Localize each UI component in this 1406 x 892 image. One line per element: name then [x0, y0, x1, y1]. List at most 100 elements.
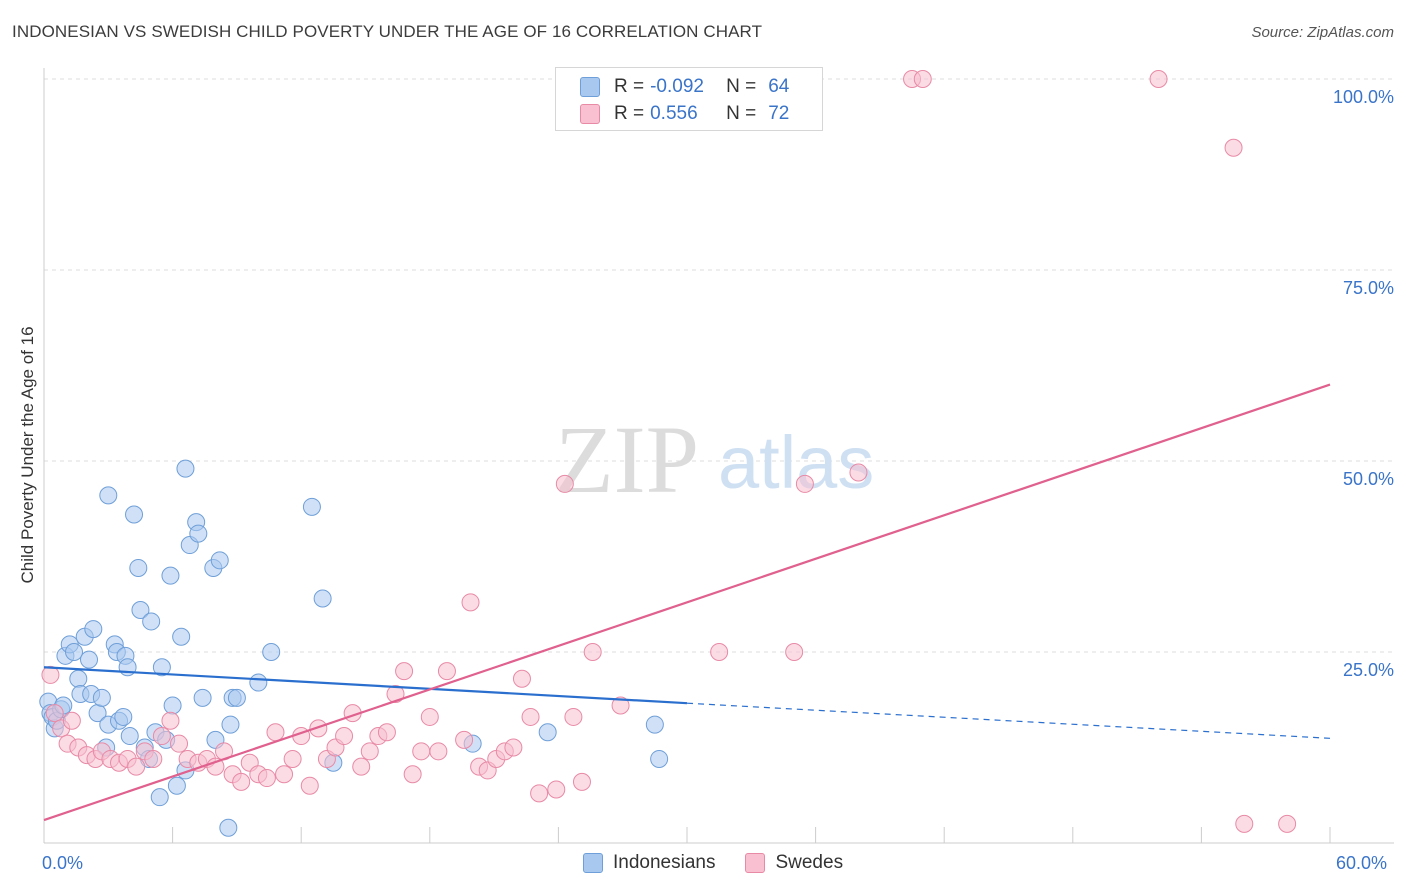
- data-point: [210, 551, 229, 570]
- data-point: [152, 658, 171, 677]
- data-point: [144, 749, 163, 768]
- data-point: [583, 643, 602, 661]
- data-point: [461, 593, 480, 612]
- data-point: [420, 707, 439, 726]
- data-point: [352, 757, 371, 776]
- legend-swatch-swedes: [580, 104, 600, 124]
- n-value-indonesians: 64: [768, 76, 790, 97]
- data-point: [99, 486, 118, 505]
- data-point: [403, 765, 422, 784]
- data-point: [300, 776, 319, 795]
- data-point: [785, 643, 804, 661]
- data-point: [227, 688, 246, 707]
- data-point: [45, 704, 64, 723]
- stats-legend: R = -0.092 N = 64 R = 0.556 N = 72: [555, 67, 823, 131]
- n-value-swedes: 72: [768, 103, 790, 124]
- legend-row-indonesians: R = -0.092 N = 64: [580, 74, 789, 100]
- data-point: [249, 673, 268, 692]
- data-point: [172, 627, 191, 646]
- data-point: [650, 749, 669, 768]
- data-point: [521, 707, 540, 726]
- data-point: [302, 497, 321, 516]
- data-point: [219, 818, 238, 837]
- legend-swatch-indonesians: [583, 853, 603, 873]
- data-point: [92, 688, 111, 707]
- y-tick-25: 25.0%: [1342, 660, 1394, 680]
- series-swedes: [41, 70, 1297, 833]
- data-point: [129, 558, 148, 577]
- data-point: [131, 600, 150, 619]
- data-point: [710, 643, 729, 661]
- data-point: [120, 727, 139, 746]
- data-point: [266, 723, 285, 742]
- n-label: N =: [726, 76, 757, 97]
- r-value-indonesians: -0.092: [650, 76, 704, 97]
- data-point: [189, 524, 208, 543]
- r-label: R =: [614, 76, 645, 97]
- data-point: [114, 707, 133, 726]
- legend-item-swedes: Swedes: [745, 852, 843, 874]
- r-value-swedes: 0.556: [650, 103, 698, 124]
- chart-title: INDONESIAN VS SWEDISH CHILD POVERTY UNDE…: [12, 22, 763, 41]
- data-point: [913, 70, 932, 88]
- data-point: [283, 749, 302, 768]
- data-point: [1149, 70, 1168, 88]
- data-point: [170, 734, 189, 753]
- data-point: [504, 738, 523, 757]
- data-point: [221, 715, 240, 734]
- data-point: [547, 780, 566, 799]
- data-point: [309, 719, 328, 738]
- trend-line-0: [43, 666, 688, 705]
- data-point: [275, 765, 294, 784]
- data-point: [125, 505, 144, 524]
- data-point: [386, 685, 405, 704]
- data-point: [412, 742, 431, 761]
- y-tick-75: 75.0%: [1342, 278, 1394, 298]
- data-point: [360, 742, 379, 761]
- data-point: [152, 727, 171, 746]
- gridlines: [44, 78, 1394, 653]
- source-credit: Source: ZipAtlas.com: [1251, 24, 1394, 41]
- data-point: [65, 643, 84, 661]
- data-point: [1235, 814, 1254, 833]
- data-point: [611, 696, 630, 715]
- watermark: ZIP atlas: [555, 406, 874, 513]
- data-point: [530, 784, 549, 803]
- series-legend: Indonesians Swedes: [583, 852, 873, 874]
- data-point: [395, 662, 414, 681]
- r-label: R =: [614, 103, 645, 124]
- trend-line-1: [43, 383, 1331, 822]
- data-point: [127, 757, 146, 776]
- data-point: [795, 474, 814, 493]
- watermark-atlas: atlas: [718, 421, 874, 504]
- data-point: [313, 589, 332, 608]
- data-point: [1278, 814, 1297, 833]
- data-point: [80, 650, 99, 669]
- data-point: [142, 612, 161, 631]
- data-point: [512, 669, 531, 688]
- legend-label-swedes: Swedes: [775, 852, 844, 873]
- data-point: [41, 665, 60, 684]
- trend-lines: [43, 383, 1331, 822]
- data-point: [564, 707, 583, 726]
- data-point: [1224, 138, 1243, 157]
- trend-line-extension-0: [686, 702, 1331, 739]
- data-point: [335, 727, 354, 746]
- data-point: [161, 711, 180, 730]
- data-point: [62, 711, 81, 730]
- data-point: [163, 696, 182, 715]
- data-point: [437, 662, 456, 681]
- data-point: [69, 669, 88, 688]
- data-point: [176, 459, 195, 478]
- data-point: [232, 772, 251, 791]
- data-point: [538, 723, 557, 742]
- data-point: [84, 620, 103, 639]
- legend-swatch-swedes: [745, 853, 766, 873]
- data-point: [262, 643, 281, 661]
- legend-swatch-indonesians: [580, 77, 600, 97]
- data-point: [429, 742, 448, 761]
- data-point: [257, 769, 276, 788]
- data-point: [150, 788, 169, 807]
- data-point: [645, 715, 664, 734]
